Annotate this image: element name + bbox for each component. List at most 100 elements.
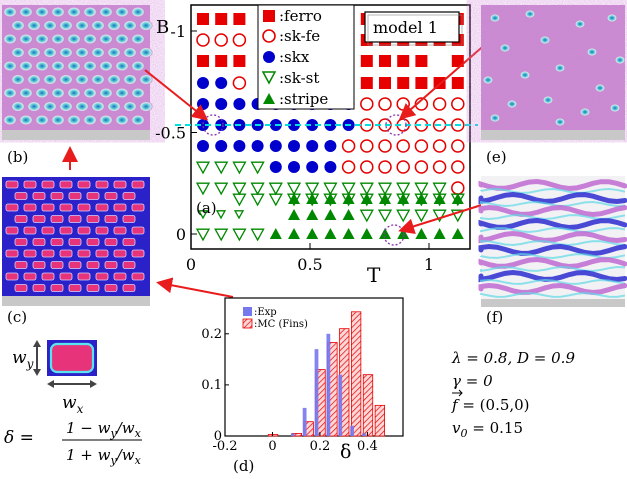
stripe-edge — [480, 188, 626, 194]
vector-arrow-icon — [452, 389, 463, 397]
stripe-point — [451, 193, 464, 204]
cell-rect — [95, 203, 109, 212]
cell-rect — [41, 249, 55, 258]
skst-point — [432, 182, 447, 196]
cell-rect — [113, 272, 127, 281]
ferro-point — [379, 55, 391, 67]
skyrmion-blob — [51, 115, 65, 125]
skyrmion-blob — [19, 88, 33, 98]
cell-rect — [23, 180, 37, 189]
cell-rect — [32, 215, 46, 223]
stripe-point — [288, 228, 300, 239]
skyrmion-blob — [19, 7, 33, 17]
cell-rect — [104, 215, 118, 223]
skfe-point — [396, 160, 410, 174]
skyrmion-blob — [35, 61, 49, 71]
skyrmion-blob — [27, 47, 41, 58]
legend-mc-label: :MC (Fins) — [254, 319, 308, 330]
param-f: f = (0.5,0) — [451, 396, 530, 414]
skyrmion-blob — [43, 101, 57, 112]
skfe-point — [432, 160, 447, 174]
cell-rect — [59, 249, 73, 258]
cell-rect — [32, 261, 46, 269]
skx-point — [288, 161, 300, 173]
cell-rect — [95, 249, 109, 258]
histogram-xlabel: δ — [340, 441, 351, 463]
cell-rect — [95, 180, 109, 189]
skyrmion-blob — [11, 20, 25, 31]
skyrmion-blob — [67, 61, 81, 71]
skx-point — [197, 140, 209, 152]
skfe-point — [451, 139, 465, 153]
skyrmion-blob — [555, 64, 565, 72]
skyrmion-blob — [27, 20, 41, 31]
skyrmion-blob — [83, 88, 97, 98]
cell-rect — [104, 238, 118, 246]
skyrmion-blob — [123, 20, 137, 31]
skyrmion-blob — [123, 74, 137, 85]
skyrmion-blob — [83, 7, 97, 17]
param-gamma: γ = 0 — [452, 372, 493, 390]
skyrmion-blob — [11, 101, 25, 112]
stripe-band — [478, 282, 627, 296]
marker-circle-skfe — [385, 114, 407, 136]
skyrmion-blob — [131, 34, 145, 44]
legend-ferro-marker — [263, 10, 275, 22]
cell-rect — [5, 226, 19, 235]
x-axis-label: T — [367, 263, 381, 287]
skyrmion-blob — [99, 7, 113, 17]
cell-rect — [68, 238, 82, 246]
delta-numerator: 1 − wy/wx — [66, 419, 142, 440]
skyrmion-blob — [75, 74, 89, 85]
stripe-point — [306, 228, 319, 239]
stripe-point — [451, 228, 464, 239]
skyrmion-blob — [575, 20, 585, 28]
skyrmion-blob — [507, 100, 517, 108]
stripe-point — [360, 228, 373, 239]
skfe-point — [378, 160, 392, 174]
cell-rect — [68, 192, 82, 200]
mc-bar — [374, 404, 386, 437]
stripe-band — [478, 204, 627, 218]
skst-point — [214, 182, 229, 196]
cell-rect — [41, 180, 55, 189]
skyrmion-blob — [91, 47, 105, 58]
ferro-point — [197, 13, 209, 25]
ferro-point — [397, 77, 410, 89]
skyrmion-blob — [3, 61, 17, 71]
skyrmion-blob — [520, 71, 530, 79]
skst-point — [232, 182, 247, 196]
cell-rect — [41, 272, 55, 281]
exp-bar — [350, 425, 354, 436]
skst-point — [414, 209, 429, 223]
cell-rect — [14, 238, 28, 246]
stripe-point — [379, 228, 391, 239]
panel-f-image — [478, 176, 627, 307]
skyrmion-blob — [67, 34, 81, 44]
skst-point — [232, 228, 247, 242]
arrow-to-e — [398, 41, 489, 120]
marker-circle-stripe — [383, 224, 405, 246]
param-lambda-d: λ = 0.8, D = 0.9 — [451, 349, 575, 367]
skst-point — [250, 228, 265, 242]
cell-rect — [50, 284, 64, 292]
skyrmion-blob — [43, 74, 57, 85]
skfe-point — [451, 160, 465, 174]
skyrmion-blob — [540, 36, 550, 44]
skx-point — [233, 98, 246, 110]
cell-rect — [131, 180, 145, 189]
cell-rect — [86, 215, 100, 223]
cell-rect — [59, 203, 73, 212]
skyrmion-blob — [490, 14, 500, 22]
stripe-point — [342, 209, 355, 220]
skx-point — [197, 77, 209, 89]
skyrmion-blob — [3, 88, 17, 98]
skyrmion-blob — [3, 7, 17, 17]
exp-bar — [338, 374, 343, 436]
skx-point — [215, 77, 228, 89]
skyrmion-blob — [27, 101, 41, 112]
arrow-d-to-c — [156, 277, 234, 298]
skyrmion-blob — [107, 47, 121, 58]
skyrmion-blob — [91, 74, 105, 85]
skyrmion-blob — [67, 115, 81, 125]
